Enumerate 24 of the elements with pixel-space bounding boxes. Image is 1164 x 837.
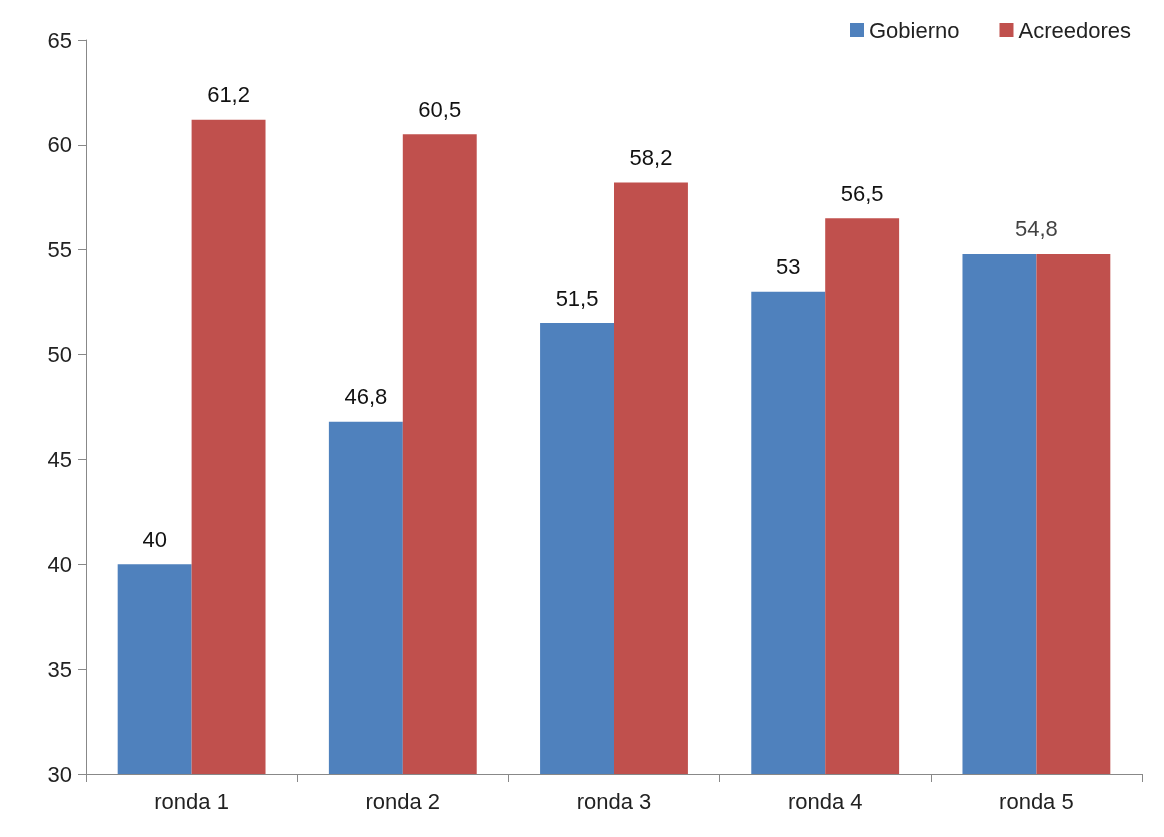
data-label: 60,5 — [418, 96, 462, 122]
data-label: 56,5 — [840, 180, 884, 206]
y-tick-label: 35 — [47, 656, 72, 682]
data-label: 58,2 — [629, 145, 673, 171]
y-tick-label: 30 — [47, 761, 72, 787]
y-tick-label: 45 — [47, 446, 72, 472]
x-tick-label: ronda 2 — [365, 788, 441, 814]
x-tick-label: ronda 1 — [154, 788, 229, 814]
x-tick-label: ronda 3 — [576, 788, 652, 814]
y-tick-label: 50 — [47, 342, 72, 368]
data-label: 46,8 — [344, 384, 388, 410]
data-label: 51,5 — [555, 285, 599, 311]
y-tick-label: 65 — [47, 27, 72, 53]
data-label: 61,2 — [207, 82, 250, 108]
x-tick-label: ronda 5 — [999, 788, 1074, 814]
data-label: 53 — [776, 254, 801, 280]
annotation: 54,8 — [1014, 216, 1058, 242]
x-tick-label: ronda 4 — [787, 788, 863, 814]
y-tick-label: 40 — [47, 551, 72, 577]
legend-label: Gobierno — [868, 17, 960, 43]
y-tick-label: 55 — [47, 237, 72, 263]
y-tick-label: 60 — [47, 132, 72, 158]
data-label: 40 — [142, 526, 167, 552]
legend-label: Acreedores — [1018, 17, 1132, 43]
